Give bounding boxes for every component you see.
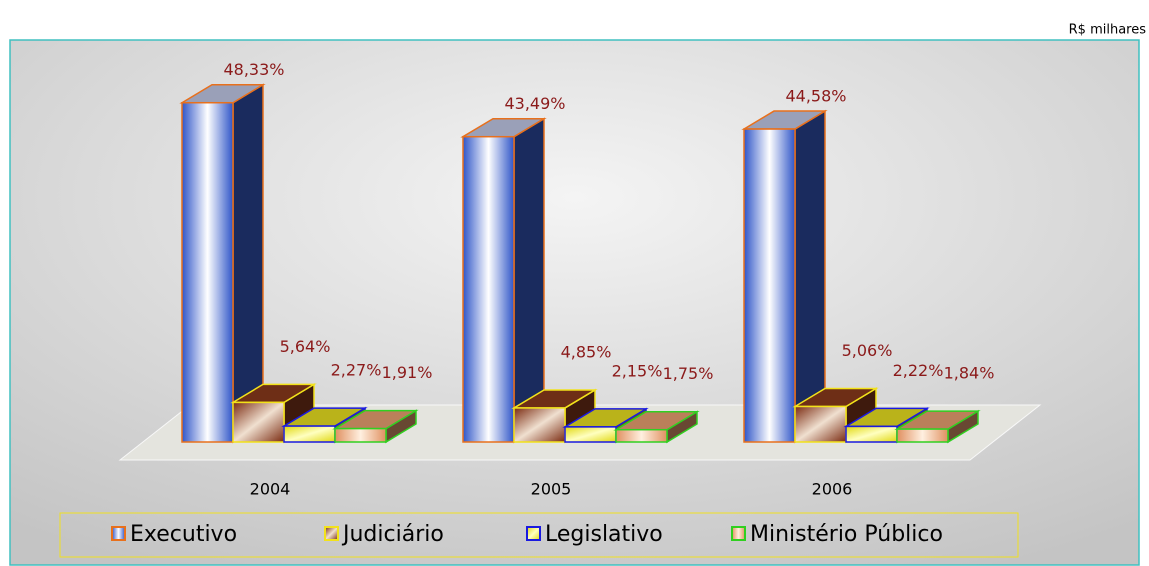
- legend-swatch: [111, 526, 126, 541]
- bar: [460, 117, 547, 444]
- x-tick-label: 2005: [531, 480, 572, 499]
- bar: [613, 410, 700, 444]
- bar-front: [513, 407, 566, 443]
- bar: [332, 409, 419, 444]
- bar-front: [334, 427, 387, 443]
- bar-front: [845, 425, 898, 443]
- bar: [179, 83, 266, 444]
- legend-swatch: [526, 526, 541, 541]
- bar-front: [794, 405, 847, 443]
- legend-label: Executivo: [130, 522, 237, 547]
- bar-front: [462, 135, 515, 443]
- x-tick-label: 2004: [250, 480, 291, 499]
- bar: [741, 109, 828, 444]
- value-label: 1,75%: [663, 364, 714, 383]
- legend-swatch: [731, 526, 746, 541]
- value-label: 2,27%: [331, 361, 382, 380]
- legend-swatch: [324, 526, 339, 541]
- bar-front: [896, 428, 949, 443]
- value-label: 1,84%: [944, 364, 995, 383]
- value-label: 2,15%: [612, 361, 663, 380]
- value-label: 1,91%: [382, 363, 433, 382]
- x-tick-label: 2006: [812, 480, 853, 499]
- value-label: 44,58%: [785, 87, 846, 106]
- bar-front: [564, 426, 617, 443]
- value-label: 2,22%: [893, 361, 944, 380]
- bar: [894, 409, 981, 444]
- bar-front: [283, 425, 336, 443]
- bar-front: [615, 428, 668, 443]
- value-label: 5,06%: [842, 341, 893, 360]
- plot-background: [9, 39, 1140, 566]
- bar-front: [743, 128, 796, 443]
- legend-box: [59, 512, 1019, 558]
- legend-label: Judiciário: [341, 522, 444, 547]
- value-label: 4,85%: [561, 342, 612, 361]
- bar-front: [232, 401, 285, 443]
- legend-label: Legislativo: [545, 522, 663, 547]
- value-label: 5,64%: [280, 337, 331, 356]
- bar-front: [181, 101, 234, 443]
- annotation: R$ milhares: [1069, 23, 1147, 38]
- value-label: 43,49%: [504, 94, 565, 113]
- legend-label: Ministério Público: [750, 522, 943, 547]
- value-label: 48,33%: [223, 60, 284, 79]
